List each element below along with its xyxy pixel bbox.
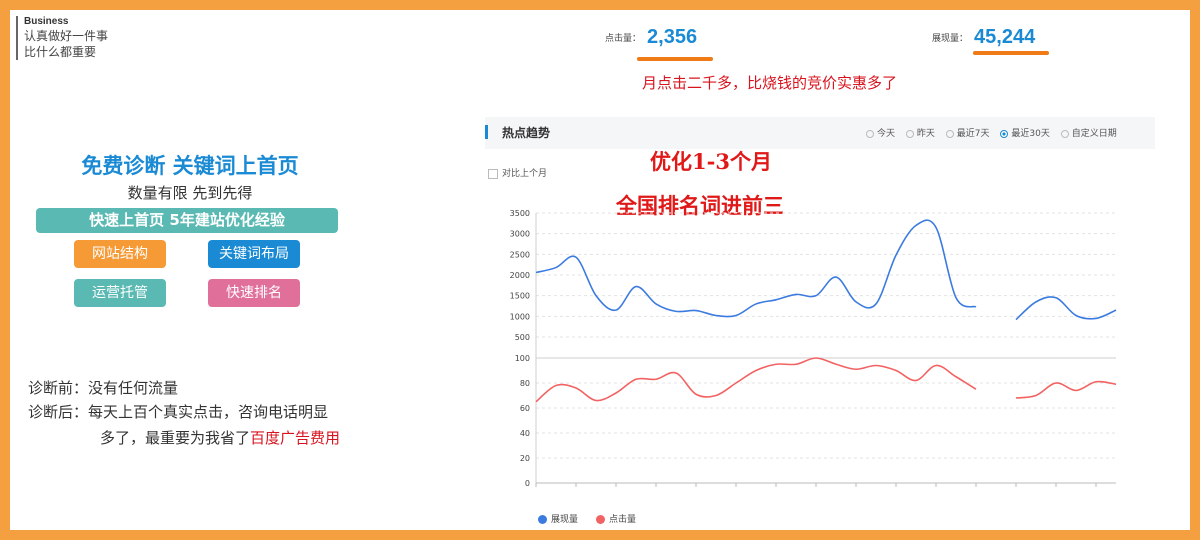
promo-subtitle: 数量有限 先到先得 [127, 184, 253, 202]
diagnosis-after-text: 多了，最重要为我省了 [100, 429, 251, 447]
chart-lines [535, 219, 1117, 403]
brand-slogan-2: 比什么都重要 [24, 45, 97, 59]
chart-grid [535, 212, 1116, 487]
radio-selected-icon [1000, 129, 1009, 138]
promo-banner: 快速上首页 5年建站优化经验 [36, 208, 338, 233]
impressions-value: 45,244 [974, 26, 1036, 48]
y-tick-label: 20 [520, 454, 530, 463]
y-tick-label: 100 [515, 354, 530, 363]
ad-panel: Business 认真做好一件事 比什么都重要 免费诊断 关键词上首页 数量有限… [10, 10, 1190, 530]
brand-title: Business [24, 16, 69, 27]
y-tick-label: 1000 [510, 312, 530, 321]
overlay-headline-2: 全国排名词进前三 [616, 193, 784, 218]
trend-chart: 5001000150020002500300035000204060801000… [510, 209, 1117, 488]
keyword-layout-button[interactable]: 关键词布局 [208, 240, 300, 268]
legend-dot-icon [596, 515, 605, 524]
range-yesterday[interactable]: 昨天 [905, 126, 935, 139]
overlay-headline-1: 优化1-3个月 [650, 149, 772, 174]
impressions-metric: 展现量： 45,244 [932, 26, 1035, 49]
compare-last-month[interactable]: 对比上个月 [488, 166, 547, 179]
radio-icon [905, 129, 914, 138]
legend-impressions: 展现量 [538, 512, 578, 525]
diagnosis-after-line2: 多了，最重要为我省了百度广告费用 [100, 426, 340, 450]
y-tick-label: 500 [515, 333, 530, 342]
brand-slogan-1: 认真做好一件事 [24, 29, 109, 43]
radio-icon [945, 129, 954, 138]
range-30days-label: 最近30天 [1011, 129, 1050, 139]
impressions-line [1015, 296, 1117, 321]
y-tick-label: 1500 [510, 292, 530, 301]
y-tick-label: 3000 [510, 230, 530, 239]
range-custom[interactable]: 自定义日期 [1060, 126, 1117, 139]
promo-title: 免费诊断 关键词上首页 [81, 154, 299, 178]
diagnosis-before: 诊断前：没有任何流量 [28, 379, 179, 397]
chart-card-header [485, 117, 1155, 149]
range-yesterday-label: 昨天 [916, 129, 935, 139]
clicks-underline [637, 57, 713, 61]
y-tick-label: 2500 [510, 250, 530, 259]
y-tick-label: 2000 [510, 271, 530, 280]
clicks-line [535, 357, 977, 403]
y-tick-label: 0 [525, 479, 530, 488]
clicks-metric: 点击量： 2,356 [605, 26, 697, 49]
impressions-underline [973, 51, 1049, 55]
fast-ranking-button[interactable]: 快速排名 [208, 279, 300, 307]
chart-ticks: 5001000150020002500300035000204060801000… [510, 209, 530, 488]
savings-caption: 月点击二千多，比烧钱的竞价实惠多了 [642, 74, 898, 92]
brand-block: Business 认真做好一件事 比什么都重要 [16, 16, 108, 60]
legend-clicks-label: 点击量 [609, 515, 637, 525]
legend-clicks: 点击量 [596, 512, 636, 525]
y-tick-label: 3500 [510, 209, 530, 218]
legend-dot-icon [538, 515, 547, 524]
radio-icon [1060, 129, 1069, 138]
diagnosis-after: 诊断后：每天上百个真实点击，咨询电话明显 [28, 403, 329, 421]
impressions-label: 展现量： [932, 34, 969, 44]
range-custom-label: 自定义日期 [1071, 129, 1117, 139]
range-today-label: 今天 [877, 129, 896, 139]
range-7days-label: 最近7天 [956, 129, 990, 139]
date-range-selector: 今天 昨天 最近7天 最近30天 自定义日期 [858, 126, 1117, 139]
chart-card-title: 热点趋势 [502, 126, 551, 140]
clicks-value: 2,356 [647, 26, 698, 48]
legend-impressions-label: 展现量 [551, 515, 579, 525]
compare-label: 对比上个月 [502, 169, 548, 179]
range-today[interactable]: 今天 [866, 126, 895, 139]
diagnosis-highlight: 百度广告费用 [250, 429, 341, 447]
operations-hosting-button[interactable]: 运营托管 [74, 279, 166, 307]
checkbox-icon [488, 168, 498, 179]
site-structure-button[interactable]: 网站结构 [74, 240, 166, 268]
impressions-line [535, 219, 977, 318]
y-tick-label: 40 [520, 429, 530, 438]
range-30days[interactable]: 最近30天 [1000, 126, 1050, 139]
card-accent-bar [485, 125, 488, 139]
y-tick-label: 60 [520, 404, 530, 413]
range-7days[interactable]: 最近7天 [945, 126, 990, 139]
clicks-label: 点击量： [605, 34, 642, 44]
clicks-line [1015, 380, 1117, 399]
radio-icon [866, 129, 874, 138]
y-tick-label: 80 [520, 379, 530, 388]
